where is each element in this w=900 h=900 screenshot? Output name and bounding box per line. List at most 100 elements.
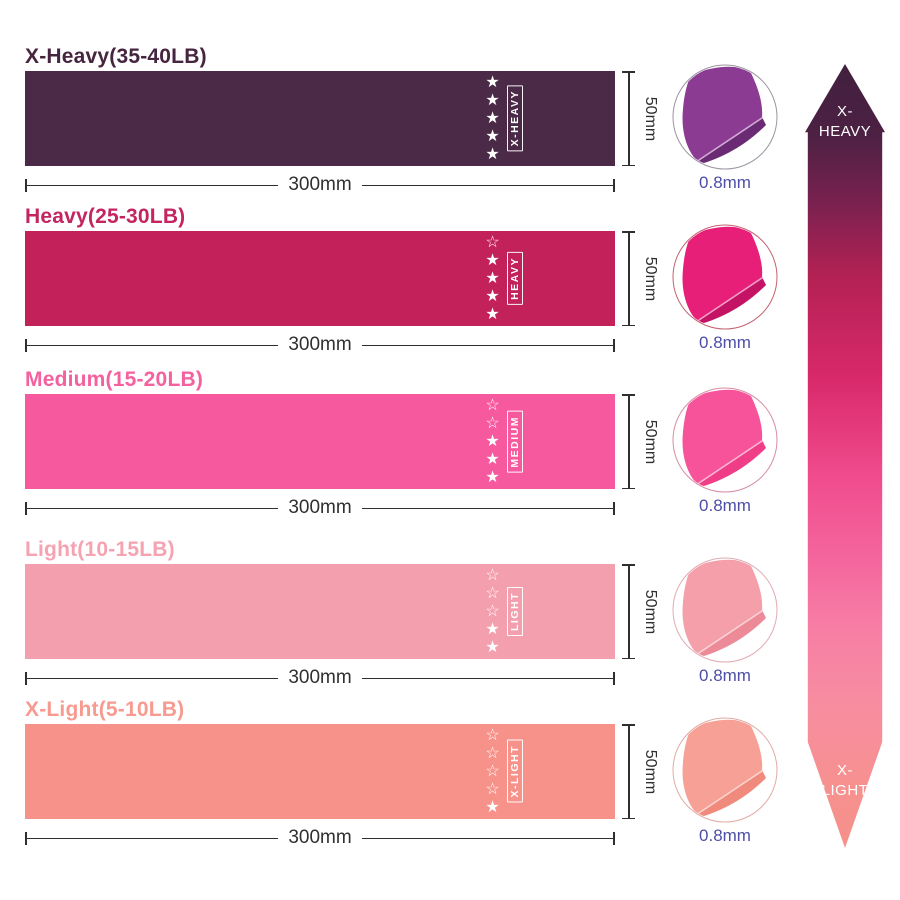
scale-top-label-line2: HEAVY — [818, 122, 872, 140]
height-value: 50mm — [642, 419, 659, 464]
fold-highlight-line — [698, 440, 763, 484]
band-thumbnail: 0.8mm — [669, 64, 781, 193]
band-title: X-Heavy(35-40LB) — [25, 45, 207, 68]
resistance-band-swatch: ☆ ☆ ☆ ★ ★ LIGHT — [25, 564, 615, 659]
scale-bottom-label: X- LIGHT — [805, 761, 885, 800]
band-markings: ☆ ★ ★ ★ ★ HEAVY — [484, 231, 523, 326]
measure-cap-bottom — [622, 817, 635, 819]
folded-band-under-layer — [697, 770, 766, 816]
height-value: 50mm — [642, 749, 659, 794]
measure-line — [361, 507, 614, 509]
band-strength-label: X-HEAVY — [507, 85, 523, 152]
folded-band-top-layer — [682, 719, 763, 814]
measure-line — [27, 837, 279, 839]
band-section: X-Light(5-10LB) ☆ ☆ ☆ ☆ ★ X-LIGHT 300mm … — [0, 698, 900, 858]
measure-tick-right — [613, 501, 616, 515]
width-measurement: 300mm — [25, 667, 616, 688]
folded-band-under-layer — [697, 117, 766, 163]
folded-band-photo — [672, 387, 778, 493]
band-strength-label: HEAVY — [507, 252, 523, 305]
measure-line — [27, 344, 279, 346]
band-thumbnail: 0.8mm — [669, 224, 781, 353]
folded-band-under-layer — [697, 610, 766, 656]
star-rating: ☆ ★ ★ ★ ★ — [485, 233, 500, 323]
star-rating: ☆ ☆ ☆ ☆ ★ — [485, 726, 500, 816]
scale-bottom-label-line2: LIGHT — [821, 781, 869, 799]
thickness-value: 0.8mm — [699, 333, 751, 352]
measure-line-vertical — [628, 724, 630, 819]
measure-tick-left — [25, 338, 27, 352]
width-measurement: 300mm — [25, 174, 616, 195]
folded-band-under-layer — [697, 440, 766, 486]
star-rating: ☆ ☆ ☆ ★ ★ — [485, 566, 500, 656]
width-value: 300mm — [288, 174, 352, 195]
strength-scale-arrow: X- HEAVY X- LIGHT — [805, 64, 885, 848]
measure-line — [361, 677, 614, 679]
folded-band-top-layer — [682, 389, 763, 484]
thickness-value: 0.8mm — [699, 826, 751, 845]
width-value: 300mm — [288, 827, 352, 848]
band-thumbnail: 0.8mm — [669, 557, 781, 686]
band-markings: ☆ ☆ ★ ★ ★ MEDIUM — [484, 394, 523, 489]
band-section: X-Heavy(35-40LB) ★ ★ ★ ★ ★ X-HEAVY 300mm… — [0, 45, 900, 205]
thickness-value: 0.8mm — [699, 496, 751, 515]
band-thumbnail: 0.8mm — [669, 387, 781, 516]
measure-tick-left — [25, 501, 27, 515]
height-value: 50mm — [642, 256, 659, 301]
width-measurement: 300mm — [25, 334, 616, 355]
band-strength-label: X-LIGHT — [507, 740, 523, 803]
resistance-band-swatch: ★ ★ ★ ★ ★ X-HEAVY — [25, 71, 615, 166]
width-value: 300mm — [288, 334, 352, 355]
width-measurement: 300mm — [25, 827, 616, 848]
fold-highlight-line — [698, 770, 763, 814]
resistance-band-swatch: ☆ ★ ★ ★ ★ HEAVY — [25, 231, 615, 326]
scale-top-label: X- HEAVY — [805, 102, 885, 141]
folded-band-photo — [672, 224, 778, 330]
fold-highlight-line — [698, 610, 763, 654]
star-rating: ★ ★ ★ ★ ★ — [485, 73, 500, 163]
height-measurement: 50mm — [620, 564, 660, 659]
band-thumbnail: 0.8mm — [669, 717, 781, 846]
thickness-value: 0.8mm — [699, 666, 751, 685]
measure-line — [27, 677, 279, 679]
band-title: Light(10-15LB) — [25, 538, 175, 561]
band-markings: ★ ★ ★ ★ ★ X-HEAVY — [484, 71, 523, 166]
measure-tick-left — [25, 831, 27, 845]
measure-line — [27, 184, 279, 186]
resistance-band-swatch: ☆ ☆ ☆ ☆ ★ X-LIGHT — [25, 724, 615, 819]
resistance-band-swatch: ☆ ☆ ★ ★ ★ MEDIUM — [25, 394, 615, 489]
height-measurement: 50mm — [620, 231, 660, 326]
scale-top-label-line1: X- — [837, 103, 853, 120]
fold-highlight-line — [698, 277, 763, 321]
width-value: 300mm — [288, 667, 352, 688]
measure-line-vertical — [628, 71, 630, 166]
measure-line — [27, 507, 279, 509]
measure-cap-bottom — [622, 164, 635, 166]
measure-cap-bottom — [622, 324, 635, 326]
band-section: Heavy(25-30LB) ☆ ★ ★ ★ ★ HEAVY 300mm 50m… — [0, 205, 900, 365]
band-title: Medium(15-20LB) — [25, 368, 204, 391]
folded-band-photo — [672, 717, 778, 823]
folded-band-photo — [672, 64, 778, 170]
band-title: Heavy(25-30LB) — [25, 205, 186, 228]
height-value: 50mm — [642, 96, 659, 141]
measure-tick-left — [25, 178, 27, 192]
measure-line-vertical — [628, 231, 630, 326]
measure-tick-right — [613, 831, 616, 845]
measure-line-vertical — [628, 564, 630, 659]
measure-tick-right — [613, 338, 616, 352]
height-measurement: 50mm — [620, 394, 660, 489]
band-markings: ☆ ☆ ☆ ☆ ★ X-LIGHT — [484, 724, 523, 819]
band-section: Light(10-15LB) ☆ ☆ ☆ ★ ★ LIGHT 300mm 50m… — [0, 538, 900, 698]
band-markings: ☆ ☆ ☆ ★ ★ LIGHT — [484, 564, 523, 659]
measure-line — [361, 344, 614, 346]
measure-tick-left — [25, 671, 27, 685]
measure-line — [361, 837, 614, 839]
folded-band-top-layer — [682, 66, 763, 161]
measure-cap-bottom — [622, 657, 635, 659]
thickness-value: 0.8mm — [699, 173, 751, 192]
measure-line-vertical — [628, 394, 630, 489]
band-strength-label: LIGHT — [507, 587, 523, 636]
scale-bottom-label-line1: X- — [837, 762, 853, 779]
